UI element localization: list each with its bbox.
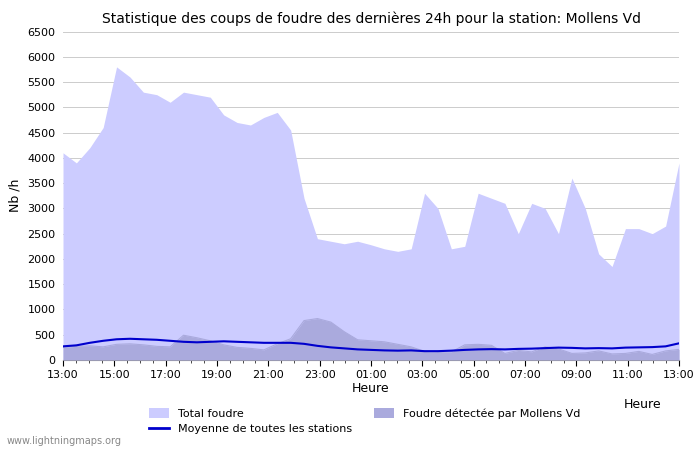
Text: Heure: Heure (624, 398, 662, 411)
X-axis label: Heure: Heure (352, 382, 390, 395)
Y-axis label: Nb /h: Nb /h (8, 179, 22, 212)
Title: Statistique des coups de foudre des dernières 24h pour la station: Mollens Vd: Statistique des coups de foudre des dern… (102, 12, 640, 26)
Text: www.lightningmaps.org: www.lightningmaps.org (7, 436, 122, 446)
Legend: Total foudre, Moyenne de toutes les stations, Foudre détectée par Mollens Vd: Total foudre, Moyenne de toutes les stat… (148, 408, 580, 434)
